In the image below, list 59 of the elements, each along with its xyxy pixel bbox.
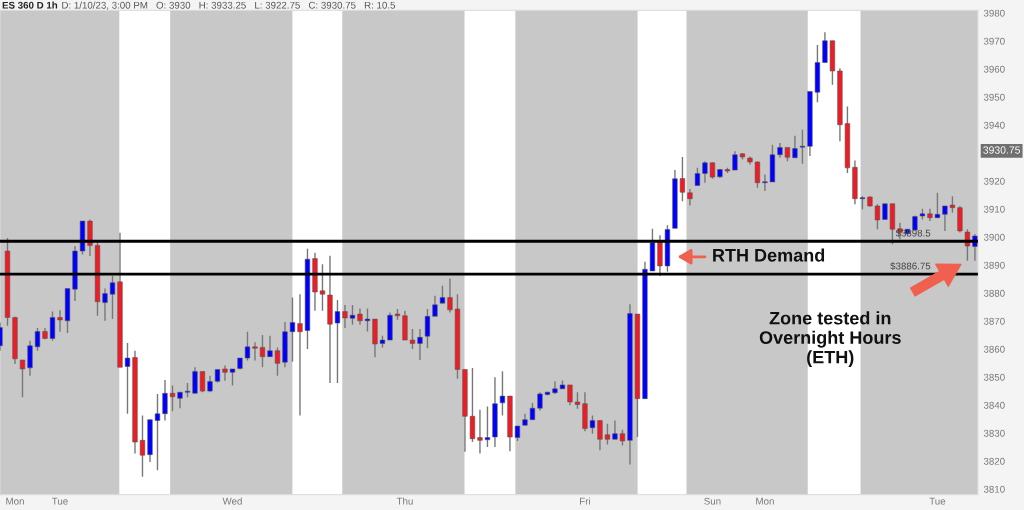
x-tick-label: Thu [396,497,413,505]
y-tick-label: 3880 [983,289,1005,297]
y-tick-label: 3840 [983,401,1005,409]
annotation: 3930.75 [983,146,1021,154]
candlestick [102,287,108,322]
candlestick [19,359,26,398]
candlestick [259,334,266,368]
y-tick-label: 3950 [983,93,1005,101]
candlestick [109,275,116,320]
candlestick [432,295,438,317]
candlestick [799,129,806,165]
y-tick-label: 3860 [983,345,1005,353]
candlestick [169,384,176,412]
y-tick-label: 3960 [983,65,1005,73]
y-tick-label: 3920 [983,177,1005,185]
y-tick-label: 3910 [983,205,1005,213]
y-tick-label: 3820 [983,457,1005,465]
x-tick-label: Wed [222,497,242,505]
y-tick-label: 3980 [983,9,1005,17]
candlestick [267,334,273,358]
candlestick [162,379,168,422]
candlestick [49,310,56,342]
x-tick-label: Fri [580,497,590,505]
candlestick [289,296,296,363]
chart-title: ES 360 D 1h [2,1,58,9]
candlestick [274,346,281,377]
ref-line-label: $3886.75 [890,262,931,271]
annotation: RTH Demand [713,248,825,262]
candlestick [34,327,41,352]
candlestick [192,366,198,395]
y-tick-label: 3970 [983,37,1005,45]
y-tick-label: 3900 [983,233,1005,241]
candlestick [57,309,63,333]
y-tick-label: 3850 [983,373,1005,381]
x-tick-label: Sun [704,497,721,505]
candlestick [792,134,798,159]
ref-line-label: $3898.5 [895,229,931,238]
x-tick-label: Tue [52,497,68,505]
candlestick [499,370,506,417]
candlestick [417,328,423,361]
candlestick [222,364,228,382]
candlestick [27,339,33,377]
chart-subtitle: D: 1/10/23, 3:00 PM O: 3930 H: 3933.25 L: 3922.75 C: 3930.75 R: 10.5 [62,1,396,10]
candlestick [154,393,161,472]
candlestick [139,414,146,478]
candlestick [297,293,303,417]
annotation: Zone tested in Overnight Hours (ETH) [759,311,901,368]
x-tick-label: Mon [6,497,24,505]
x-tick-label: Mon [756,497,774,505]
y-tick-label: 3830 [983,429,1005,437]
candlestick [252,341,258,362]
y-tick-label: 3940 [983,121,1005,129]
candlestick [424,308,431,349]
y-tick-label: 3890 [983,261,1005,269]
candlestick [124,342,131,415]
x-tick-label: Tue [929,497,946,505]
y-tick-label: 3810 [983,485,1005,493]
y-tick-label: 3870 [983,317,1005,325]
candlestick [244,331,251,362]
